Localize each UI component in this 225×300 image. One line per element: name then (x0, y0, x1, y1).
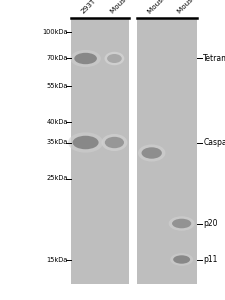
Text: Tetramer: Tetramer (202, 54, 225, 63)
Text: Caspase-7: Caspase-7 (202, 138, 225, 147)
Text: 25kDa: 25kDa (46, 176, 68, 182)
Text: p11: p11 (202, 255, 217, 264)
Text: 15kDa: 15kDa (46, 256, 68, 262)
Text: 293T: 293T (80, 0, 97, 15)
Ellipse shape (104, 52, 124, 65)
Ellipse shape (70, 50, 100, 67)
Ellipse shape (72, 136, 98, 149)
Text: 70kDa: 70kDa (46, 56, 68, 62)
Ellipse shape (68, 132, 103, 153)
Text: p20: p20 (202, 219, 217, 228)
Ellipse shape (137, 144, 165, 161)
Ellipse shape (74, 53, 97, 64)
Text: 40kDa: 40kDa (46, 118, 68, 124)
Text: 100kDa: 100kDa (42, 28, 68, 34)
Ellipse shape (169, 253, 192, 266)
Bar (71, 18, 128, 284)
Ellipse shape (107, 54, 121, 63)
Ellipse shape (104, 137, 124, 148)
Bar (136, 18, 196, 284)
Text: Mouse lung: Mouse lung (146, 0, 179, 15)
Text: 35kDa: 35kDa (46, 140, 68, 146)
Text: Mouse intestine: Mouse intestine (176, 0, 220, 15)
Ellipse shape (168, 216, 194, 231)
Ellipse shape (101, 134, 127, 151)
Ellipse shape (171, 219, 190, 228)
Text: 55kDa: 55kDa (46, 82, 68, 88)
Ellipse shape (172, 255, 189, 264)
Ellipse shape (141, 147, 161, 159)
Text: Mouse liver: Mouse liver (108, 0, 142, 15)
